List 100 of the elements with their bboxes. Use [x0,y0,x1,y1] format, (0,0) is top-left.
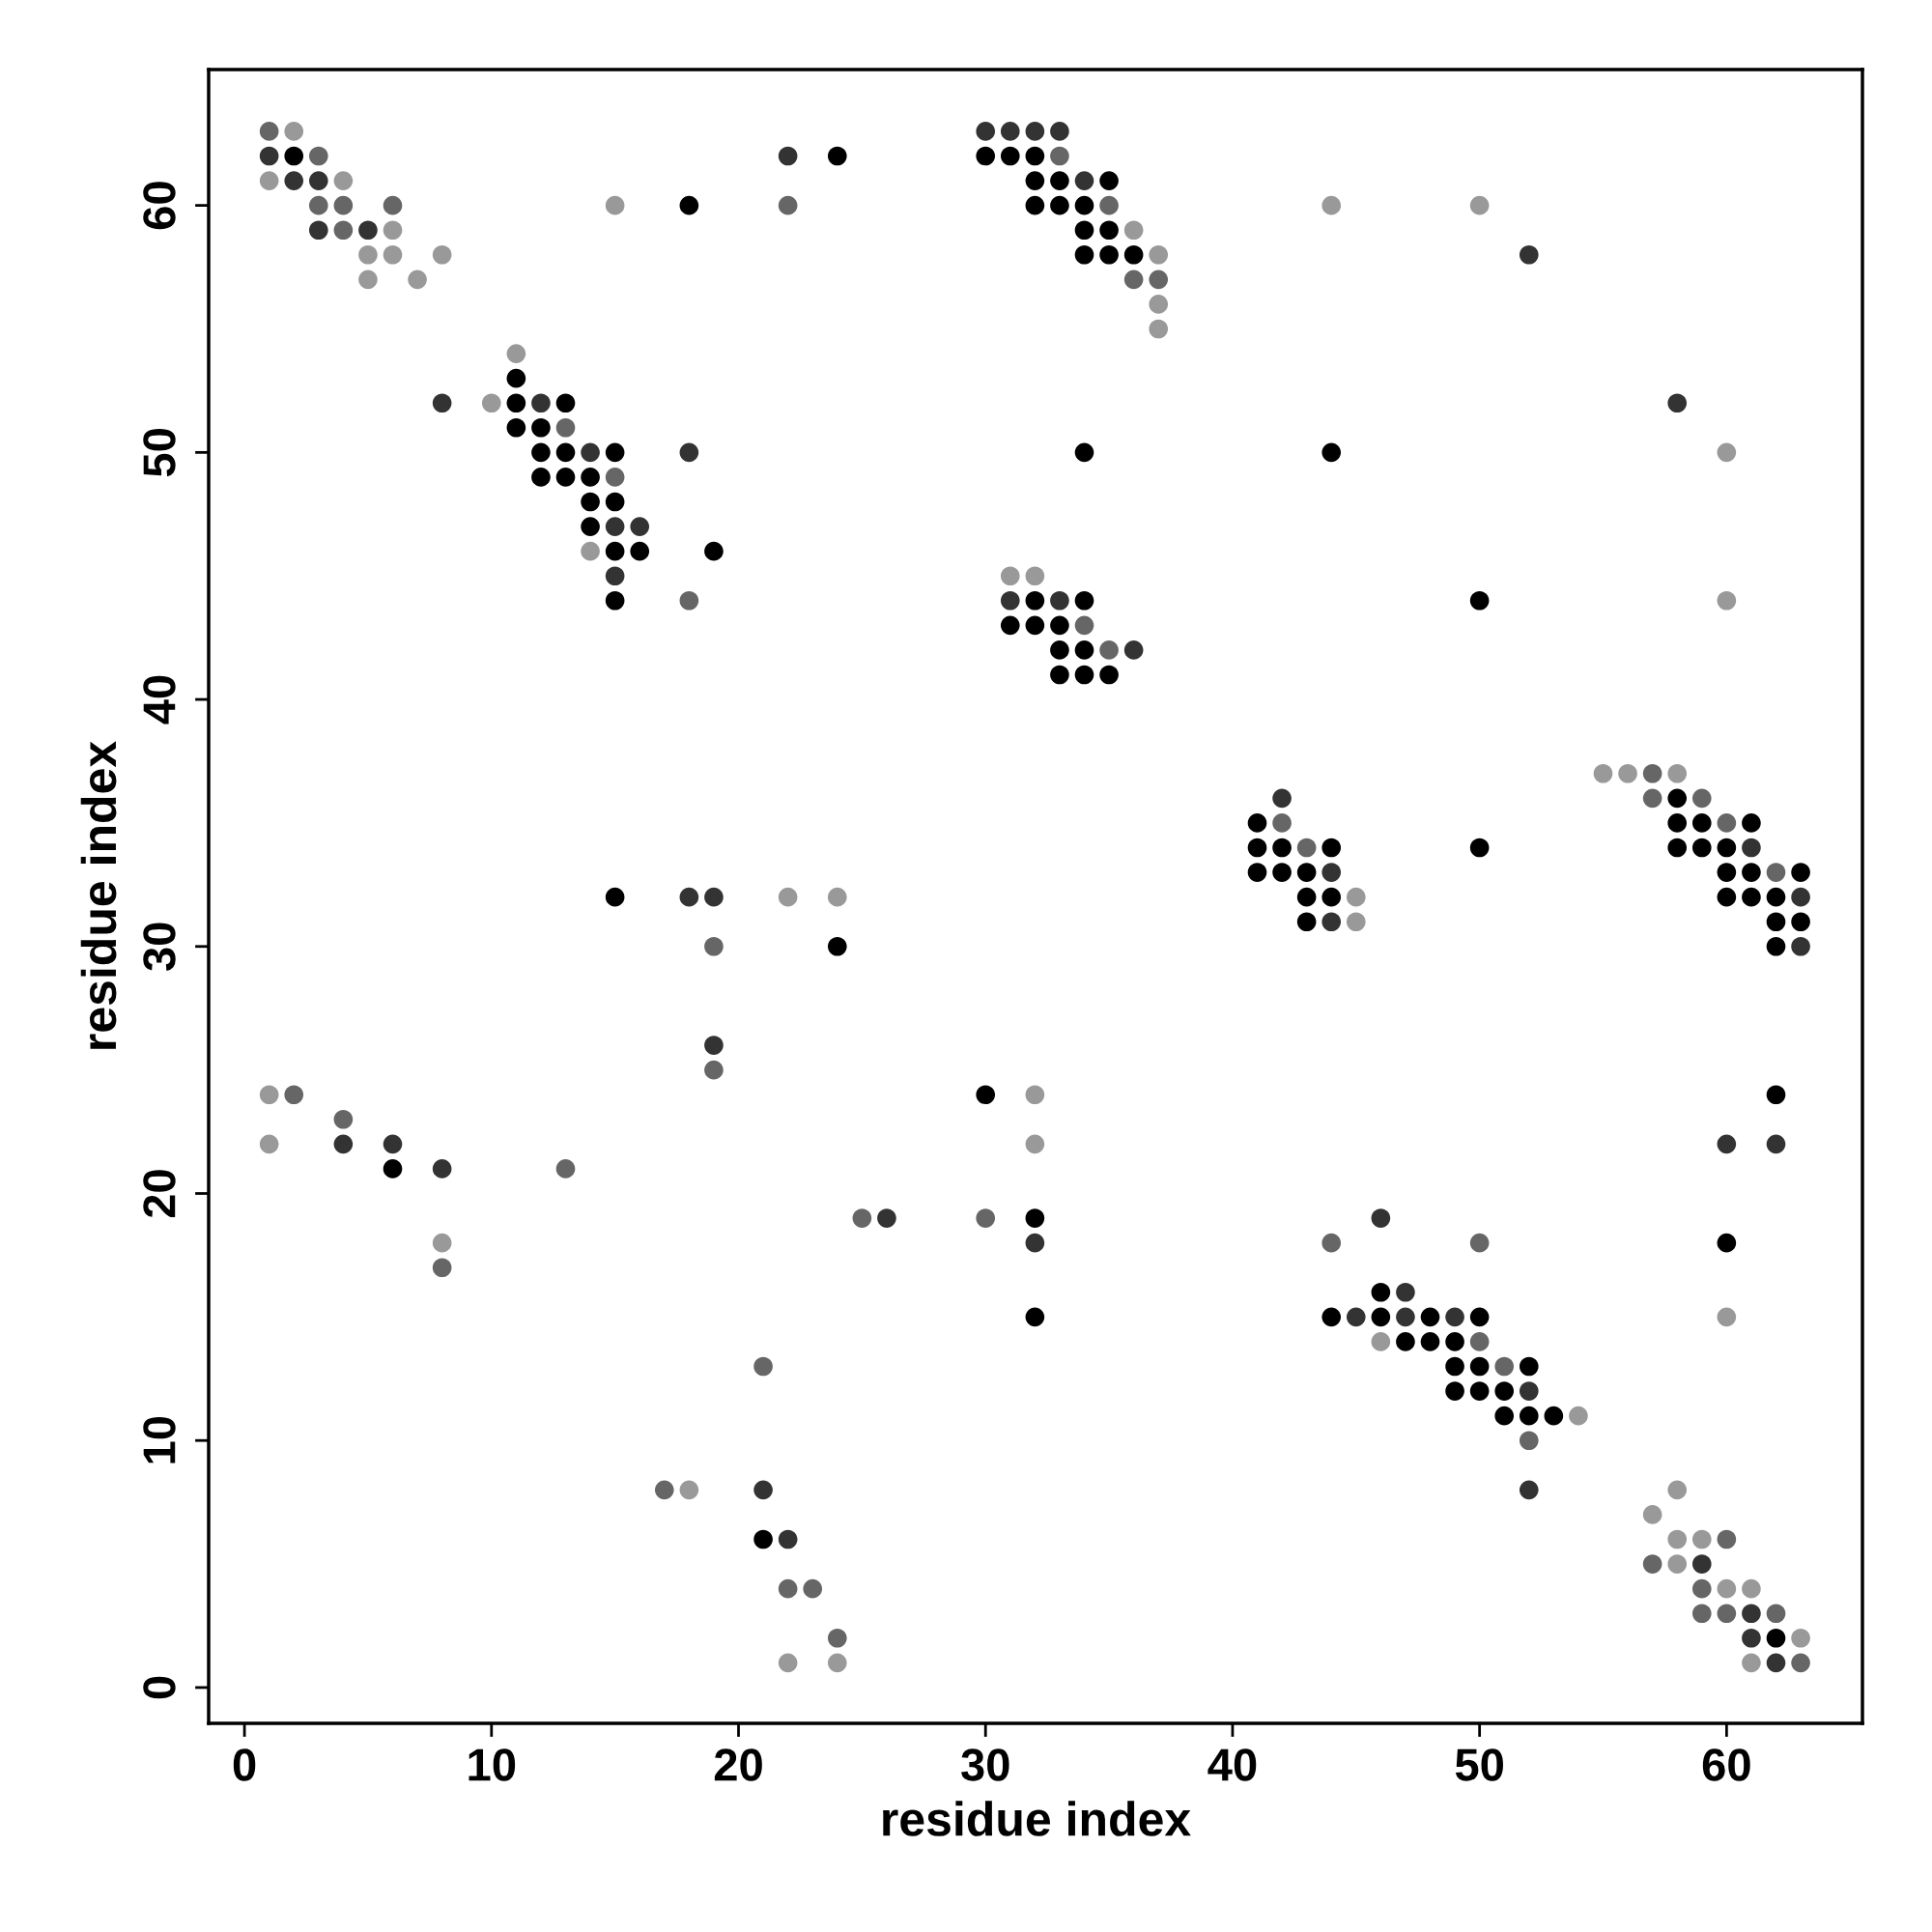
point [1667,1480,1688,1500]
point [1123,220,1144,241]
point [358,220,378,241]
point [679,442,699,463]
point [852,1208,872,1228]
point [333,171,354,190]
point [581,442,600,463]
point [877,1208,896,1228]
point [1396,1282,1415,1302]
point [284,171,304,190]
point [1717,1529,1737,1549]
y-tick-label: 30 [143,923,176,971]
point [605,566,625,586]
point [432,393,452,413]
point [1717,1134,1737,1154]
point [1519,1381,1539,1401]
point [408,270,427,290]
y-axis-title: residue index [80,741,117,1049]
point [1074,615,1094,636]
point [1691,1604,1712,1624]
point [259,1085,279,1105]
point [1296,838,1317,858]
point [432,1159,452,1179]
point [1742,838,1761,858]
point [1667,393,1688,413]
point [432,1233,452,1253]
x-tick-label: 60 [1702,1748,1750,1781]
point [1025,1233,1045,1253]
point [1791,1653,1810,1673]
point [1519,1431,1539,1451]
point [432,244,452,265]
point [778,195,798,215]
point [1791,936,1810,956]
point [778,1529,798,1549]
x-tick-label: 20 [714,1748,762,1781]
point [1025,122,1045,141]
point [1691,788,1712,809]
point [679,887,699,907]
point [1321,863,1342,882]
point [1766,1134,1786,1154]
point [679,590,699,611]
point [1519,244,1539,265]
x-tick-label: 30 [961,1748,1009,1781]
point [778,1653,798,1673]
y-tick-label: 50 [143,429,176,477]
point [1445,1307,1464,1327]
x-tick-label: 40 [1208,1748,1257,1781]
point [506,344,526,363]
point [1667,763,1688,783]
point [1717,1307,1737,1327]
point [605,468,625,487]
point [1691,1529,1712,1549]
point [358,244,378,265]
point [1371,1208,1391,1228]
point [481,393,501,413]
y-tick-label: 40 [143,675,176,724]
point [1000,566,1020,586]
point [704,1060,724,1080]
point [1593,763,1613,783]
point [1642,1554,1662,1574]
point [1618,763,1637,783]
point [753,1356,773,1377]
point [1396,1307,1415,1327]
point [778,146,798,166]
point [803,1578,823,1599]
point [1123,640,1144,660]
point [1050,590,1069,611]
point [1099,195,1119,215]
point [605,517,625,536]
x-axis-title: residue index [883,1801,1191,1836]
point [1346,1307,1366,1327]
point [1149,319,1169,339]
point [1346,912,1366,932]
point [1742,1604,1761,1624]
point [284,1085,304,1105]
y-tick-label: 20 [143,1170,176,1218]
point [259,1134,279,1154]
point [1766,1653,1786,1673]
point [1691,1554,1712,1574]
point [1717,442,1737,463]
point [531,393,551,413]
point [1050,122,1069,141]
point [1667,1554,1688,1574]
point [976,122,996,141]
point [383,195,403,215]
point [605,195,625,215]
point [704,936,724,956]
point [704,1036,724,1055]
point [1717,1578,1737,1599]
point [1642,763,1662,783]
point [1791,887,1810,907]
x-tick-label: 50 [1455,1748,1503,1781]
point [1717,813,1737,833]
x-tick-label: 10 [469,1748,516,1781]
point [827,1653,847,1673]
y-tick-label: 0 [143,1676,176,1699]
point [1321,912,1342,932]
point [1074,171,1094,190]
point [1742,1578,1761,1599]
point [1099,640,1119,660]
